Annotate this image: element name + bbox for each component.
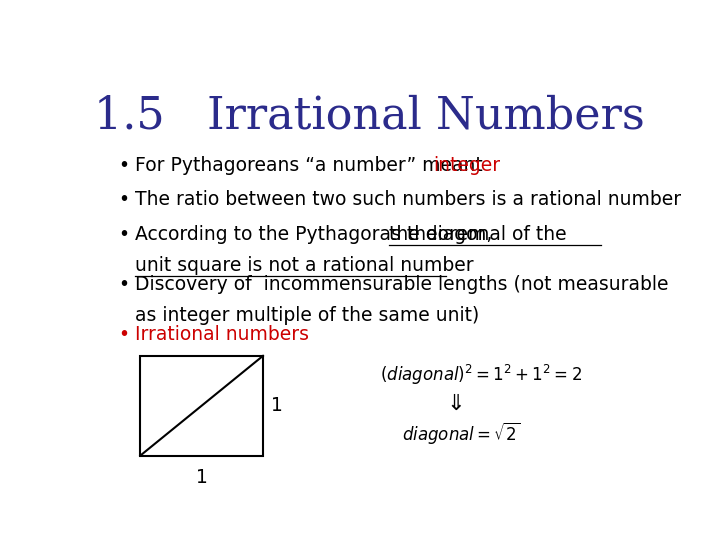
Text: According to the Pythagoras theorem,: According to the Pythagoras theorem, [135,225,498,244]
Text: $\Downarrow$: $\Downarrow$ [443,394,463,414]
Text: Discovery of  incommensurable lengths (not measurable: Discovery of incommensurable lengths (no… [135,275,668,294]
Text: $(diagonal)^2 = 1^2 + 1^2 = 2$: $(diagonal)^2 = 1^2 + 1^2 = 2$ [380,362,582,387]
Text: •: • [118,275,129,294]
Text: The ratio between two such numbers is a rational number: The ratio between two such numbers is a … [135,190,681,208]
Text: •: • [118,156,129,176]
Text: •: • [118,225,129,244]
Text: •: • [118,325,129,343]
Text: For Pythagoreans “a number” meant: For Pythagoreans “a number” meant [135,156,488,176]
Text: the diagonal of the: the diagonal of the [389,225,566,244]
Text: $diagonal = \sqrt{2}$: $diagonal = \sqrt{2}$ [402,420,521,446]
Text: 1: 1 [196,468,207,487]
Text: 1.5   Irrational Numbers: 1.5 Irrational Numbers [94,94,644,137]
Text: integer: integer [433,156,500,176]
Text: •: • [118,190,129,208]
Text: Irrational numbers: Irrational numbers [135,325,309,343]
Text: unit square is not a rational number: unit square is not a rational number [135,256,473,275]
Text: as integer multiple of the same unit): as integer multiple of the same unit) [135,306,479,325]
Bar [140,356,263,456]
Text: 1: 1 [271,396,283,415]
